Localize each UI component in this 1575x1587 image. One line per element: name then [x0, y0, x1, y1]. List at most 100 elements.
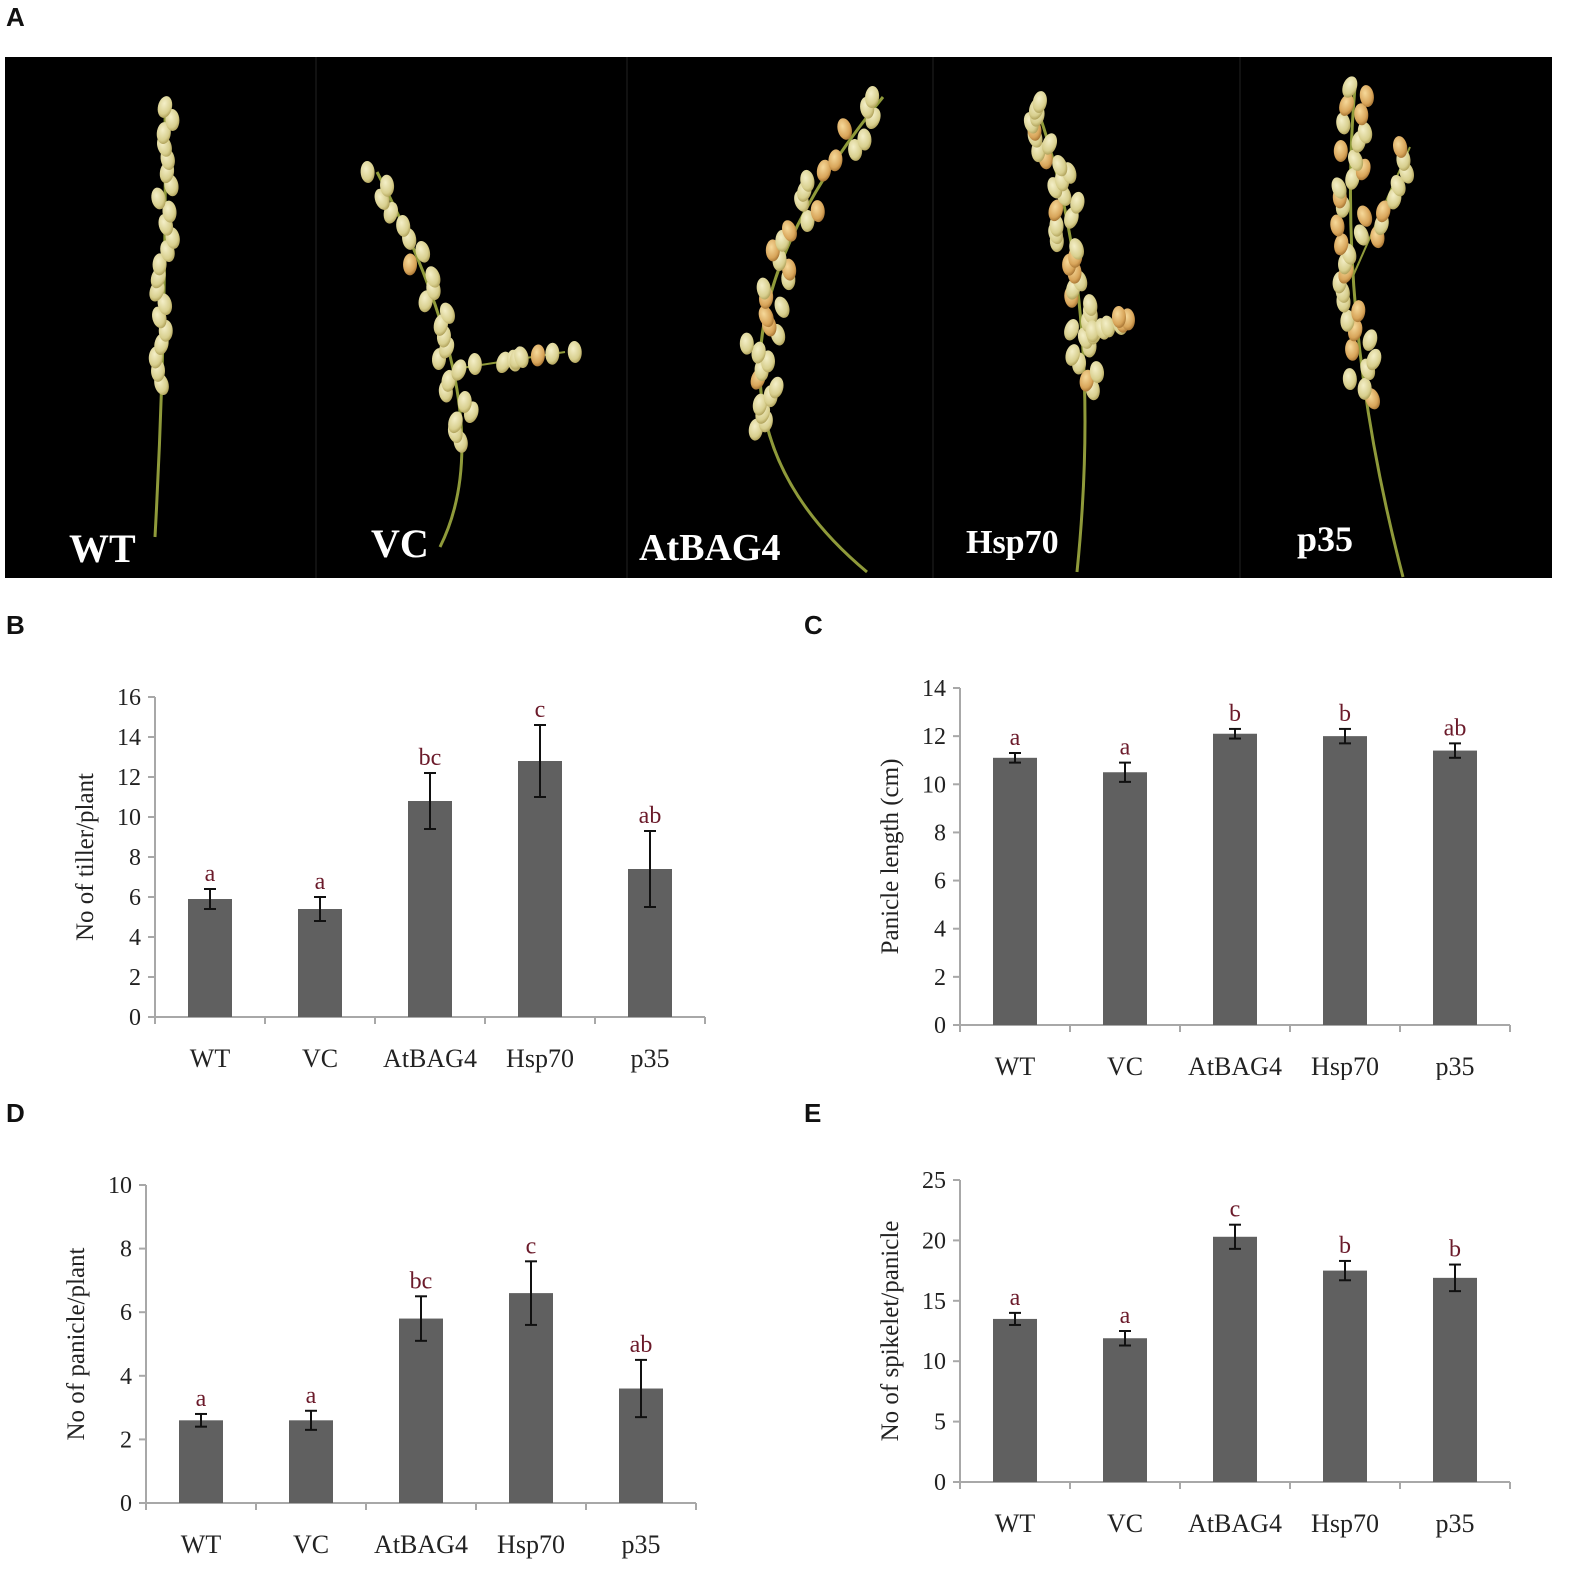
photo-label-hsp70: Hsp70: [966, 524, 1059, 561]
y-tick-label: 0: [934, 1013, 946, 1039]
x-tick-label: p35: [622, 1530, 661, 1559]
y-axis-label: Panicle length (cm): [877, 759, 904, 955]
y-tick-label: 15: [922, 1289, 946, 1315]
y-tick-label: 0: [934, 1470, 946, 1496]
bar-atbag4: [1213, 733, 1257, 1025]
significance-letter: a: [205, 861, 216, 887]
photo-label-p35: p35: [1297, 519, 1353, 559]
y-tick-label: 14: [117, 725, 141, 751]
y-tick-label: 10: [922, 1349, 946, 1375]
panel-letter-c: C: [804, 610, 823, 640]
bar-p35: [1433, 750, 1477, 1025]
y-tick-label: 12: [117, 765, 141, 791]
significance-letter: a: [1010, 1285, 1021, 1311]
y-tick-label: 6: [934, 869, 946, 895]
significance-letter: ab: [1444, 715, 1467, 741]
photo-label-atbag4: AtBAG4: [639, 527, 780, 569]
photo-label-wt: WT: [69, 526, 136, 571]
significance-letter: b: [1339, 1233, 1351, 1259]
y-tick-label: 8: [120, 1237, 132, 1263]
x-tick-label: VC: [302, 1044, 338, 1073]
bar-wt: [993, 757, 1037, 1025]
significance-letter: b: [1229, 701, 1241, 727]
significance-letter: a: [306, 1383, 317, 1409]
panicle-photo-svg: WT VC AtBAG4 Hsp70 p35: [69, 57, 1415, 578]
panel-letter-b: B: [6, 610, 25, 640]
panicle-photo: WT VC AtBAG4 Hsp70 p35: [5, 57, 1552, 578]
x-tick-label: AtBAG4: [1188, 1509, 1282, 1538]
y-tick-label: 8: [934, 820, 946, 846]
y-tick-label: 8: [129, 845, 141, 871]
y-axis-label: No of tiller/plant: [72, 773, 99, 941]
significance-letter: a: [1120, 735, 1131, 761]
significance-letter: bc: [419, 745, 442, 771]
y-tick-label: 4: [129, 925, 141, 951]
significance-letter: c: [526, 1233, 537, 1259]
y-tick-label: 25: [922, 1168, 946, 1194]
bar-atbag4: [399, 1318, 443, 1503]
y-tick-label: 6: [129, 885, 141, 911]
y-tick-label: 2: [934, 965, 946, 991]
bar-vc: [1103, 772, 1147, 1025]
x-tick-label: VC: [293, 1530, 329, 1559]
y-tick-label: 5: [934, 1410, 946, 1436]
bar-p35: [1433, 1277, 1477, 1482]
photo-label-vc: VC: [371, 521, 429, 566]
significance-letter: c: [1230, 1197, 1241, 1223]
x-tick-label: VC: [1107, 1509, 1143, 1538]
panel-letter-e: E: [804, 1098, 822, 1128]
x-tick-label: AtBAG4: [374, 1530, 468, 1559]
bar-hsp70: [509, 1293, 553, 1503]
bar-wt: [179, 1420, 223, 1503]
x-tick-label: Hsp70: [1311, 1509, 1379, 1538]
x-tick-label: WT: [995, 1509, 1036, 1538]
y-tick-label: 0: [129, 1005, 141, 1031]
x-tick-label: AtBAG4: [1188, 1052, 1282, 1080]
panel-letter-a: A: [6, 2, 25, 32]
significance-letter: c: [535, 697, 546, 723]
x-tick-label: p35: [1436, 1509, 1475, 1538]
bar-vc: [1103, 1338, 1147, 1482]
bar-hsp70: [1323, 736, 1367, 1025]
bar-hsp70: [1323, 1270, 1367, 1482]
bar-atbag4: [408, 801, 452, 1017]
y-tick-label: 4: [934, 917, 946, 943]
y-tick-label: 6: [120, 1300, 132, 1326]
y-axis-label: No of spikelet/panicle: [877, 1221, 904, 1442]
x-tick-label: Hsp70: [497, 1530, 565, 1559]
x-tick-label: p35: [631, 1044, 670, 1073]
significance-letter: a: [1120, 1303, 1131, 1329]
y-tick-label: 10: [117, 805, 141, 831]
chart-d: 0 2 4 6 8 10 a WT a VC bc AtBAG4 c Hsp70 ab p35 No of pa…: [63, 1173, 697, 1559]
x-tick-label: WT: [181, 1530, 222, 1559]
chart-c: 0 2 4 6 8 10 12 14 a WT a VC b AtBAG4 b Hsp70 ab p35 Panic…: [877, 676, 1511, 1080]
y-tick-label: 2: [129, 965, 141, 991]
y-axis-label: No of panicle/plant: [63, 1247, 90, 1440]
bar-atbag4: [1213, 1236, 1257, 1482]
significance-letter: bc: [410, 1268, 433, 1294]
y-tick-label: 20: [922, 1228, 946, 1254]
y-tick-label: 10: [108, 1173, 132, 1199]
x-tick-label: p35: [1436, 1052, 1475, 1080]
x-tick-label: Hsp70: [506, 1044, 574, 1073]
bar-wt: [188, 899, 232, 1017]
significance-letter: ab: [630, 1332, 653, 1358]
bar-hsp70: [518, 761, 562, 1017]
bar-vc: [298, 909, 342, 1017]
significance-letter: ab: [639, 803, 662, 829]
significance-letter: a: [315, 869, 326, 895]
panel-letter-d: D: [6, 1098, 25, 1128]
x-tick-label: Hsp70: [1311, 1052, 1379, 1080]
x-tick-label: WT: [995, 1052, 1036, 1080]
y-tick-label: 16: [117, 685, 141, 711]
bar-wt: [993, 1318, 1037, 1482]
significance-letter: a: [1010, 725, 1021, 751]
significance-letter: b: [1339, 701, 1351, 727]
y-tick-label: 0: [120, 1491, 132, 1517]
significance-letter: a: [196, 1386, 207, 1412]
significance-letter: b: [1449, 1237, 1461, 1263]
chart-b: 0 2 4 6 8 10 12 14 16 a WT a VC bc AtBAG4 c Hsp70 ab p35 No…: [72, 685, 706, 1073]
y-tick-label: 10: [922, 772, 946, 798]
y-tick-label: 4: [120, 1364, 132, 1390]
y-tick-label: 2: [120, 1427, 132, 1453]
